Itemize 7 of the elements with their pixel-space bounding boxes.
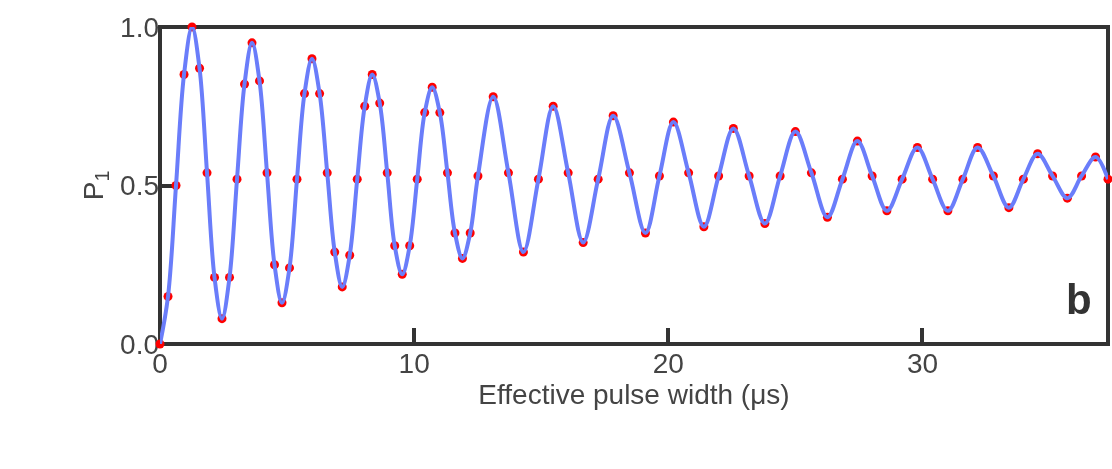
x-tick-label: 20 [652,348,684,379]
x-axis-title: Effective pulse width (μs) [478,379,790,411]
annotation: b [1066,276,1092,323]
x-tick-label: 30 [906,348,939,379]
y-tick-label: 1.0 [120,11,159,43]
x-tick-label: 10 [398,348,430,379]
y-tick-label: 0.5 [120,170,159,202]
